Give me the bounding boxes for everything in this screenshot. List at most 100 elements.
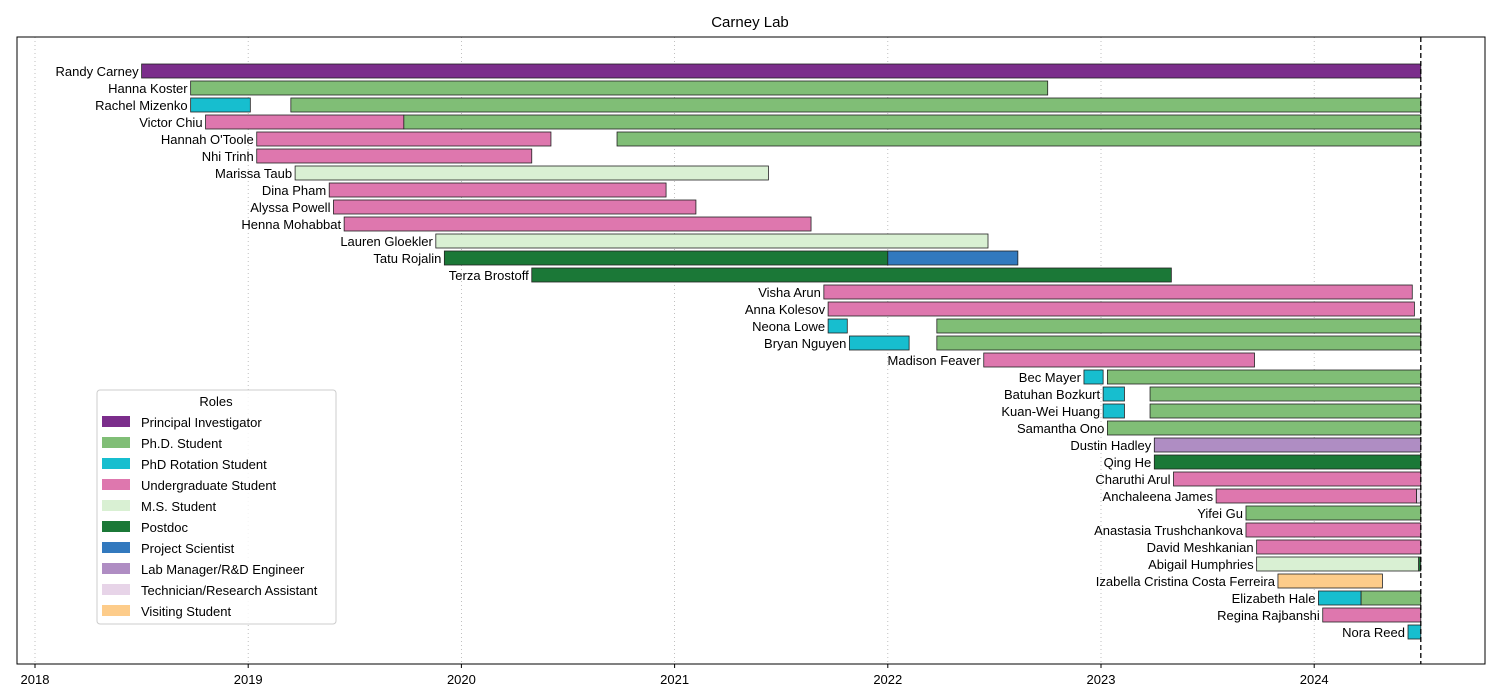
member-name: Madison Feaver — [888, 353, 982, 368]
bar-segment — [443, 250, 889, 266]
member-name: Bryan Nguyen — [764, 336, 846, 351]
legend-label: Principal Investigator — [141, 415, 262, 430]
legend-title: Roles — [199, 394, 233, 409]
member-name: Anchaleena James — [1103, 489, 1214, 504]
member-name: Qing He — [1104, 455, 1152, 470]
bar-segment — [936, 318, 1422, 334]
member-name: Batuhan Bozkurt — [1004, 387, 1101, 402]
member-name: Anna Kolesov — [745, 302, 826, 317]
bar-segment — [1256, 539, 1422, 555]
legend-label: Ph.D. Student — [141, 436, 222, 451]
bar-segment — [1407, 624, 1422, 640]
legend: Roles Principal Investigator Ph.D. Studen… — [96, 389, 337, 625]
member-bars — [141, 37, 1422, 664]
member-name: Henna Mohabbat — [241, 217, 341, 232]
bar-segment — [1149, 386, 1422, 402]
legend-swatch — [102, 521, 130, 532]
x-tick-label: 2024 — [1300, 672, 1329, 687]
bar-segment — [823, 284, 1413, 300]
bar-segment — [1173, 471, 1422, 487]
legend-box — [96, 389, 337, 625]
member-name: Visha Arun — [758, 285, 821, 300]
bar-segment — [328, 182, 667, 198]
x-tick-label: 2020 — [447, 672, 476, 687]
bar-segment — [343, 216, 812, 232]
member-name: Charuthi Arul — [1095, 472, 1170, 487]
bar-segment — [190, 97, 251, 113]
legend-label: Visiting Student — [141, 604, 231, 619]
bar-segment — [205, 114, 405, 130]
member-name: Randy Carney — [55, 64, 139, 79]
member-name: Neona Lowe — [752, 319, 825, 334]
member-name: Dina Pham — [262, 183, 326, 198]
bar-segment — [616, 131, 1422, 147]
member-name: Samantha Ono — [1017, 421, 1104, 436]
x-tick-label: 2023 — [1087, 672, 1116, 687]
bar-segment — [827, 318, 848, 334]
bar-segment — [1083, 369, 1104, 385]
bar-segment — [256, 148, 533, 164]
chart-title: Carney Lab — [711, 14, 789, 31]
legend-swatch — [102, 542, 130, 553]
bar-segment — [936, 335, 1422, 351]
member-name: Bec Mayer — [1019, 370, 1082, 385]
bar-segment — [1245, 522, 1422, 538]
member-name: Anastasia Trushchankova — [1094, 523, 1244, 538]
member-names: Randy Carney Hanna Koster Rachel Mizenko Vi… — [55, 64, 1405, 640]
bar-segment — [294, 165, 769, 181]
legend-label: Project Scientist — [141, 541, 235, 556]
bar-segment — [1215, 488, 1417, 504]
bar-segment — [190, 80, 1049, 96]
bar-segment — [1256, 556, 1420, 572]
x-tick-label: 2021 — [660, 672, 689, 687]
member-name: Kuan-Wei Huang — [1001, 404, 1100, 419]
member-name: Hanna Koster — [108, 81, 188, 96]
x-tick-label: 2018 — [21, 672, 50, 687]
legend-swatch — [102, 605, 130, 616]
member-name: Elizabeth Hale — [1232, 591, 1316, 606]
x-tick-label: 2022 — [873, 672, 902, 687]
member-name: Rachel Mizenko — [95, 98, 188, 113]
bar-segment — [435, 233, 989, 249]
bar-segment — [290, 97, 1422, 113]
member-name: Terza Brostoff — [449, 268, 529, 283]
bar-segment — [1153, 437, 1422, 453]
legend-label: Undergraduate Student — [141, 478, 277, 493]
bar-segment — [1322, 607, 1422, 623]
bar-segment — [1418, 556, 1422, 572]
x-axis: 2018 2019 2020 2021 2022 2023 2024 — [21, 664, 1329, 687]
member-name: Victor Chiu — [139, 115, 202, 130]
bar-segment — [531, 267, 1172, 283]
member-name: Hannah O'Toole — [161, 132, 254, 147]
legend-swatch — [102, 416, 130, 427]
bar-segment — [1149, 403, 1422, 419]
member-name: Dustin Hadley — [1070, 438, 1151, 453]
x-tick-label: 2019 — [234, 672, 263, 687]
legend-swatch — [102, 563, 130, 574]
bar-segment — [333, 199, 697, 215]
legend-label: M.S. Student — [141, 499, 217, 514]
member-name: Regina Rajbanshi — [1217, 608, 1320, 623]
bar-segment — [1102, 403, 1125, 419]
legend-swatch — [102, 479, 130, 490]
legend-swatch — [102, 584, 130, 595]
bar-segment — [1153, 454, 1422, 470]
bar-segment — [1106, 369, 1422, 385]
bar-segment — [1102, 386, 1125, 402]
legend-label: Technician/Research Assistant — [141, 583, 318, 598]
bar-segment — [256, 131, 552, 147]
member-name: Tatu Rojalin — [373, 251, 441, 266]
bar-segment — [849, 335, 910, 351]
bar-segment — [827, 301, 1415, 317]
bar-segment — [1245, 505, 1422, 521]
legend-swatch — [102, 458, 130, 469]
member-name: Marissa Taub — [215, 166, 292, 181]
member-name: Yifei Gu — [1197, 506, 1243, 521]
bar-segment — [141, 63, 1422, 79]
legend-swatch — [102, 500, 130, 511]
bar-segment — [887, 250, 1019, 266]
member-name: Lauren Gloekler — [340, 234, 433, 249]
member-name: David Meshkanian — [1147, 540, 1254, 555]
legend-swatch — [102, 437, 130, 448]
